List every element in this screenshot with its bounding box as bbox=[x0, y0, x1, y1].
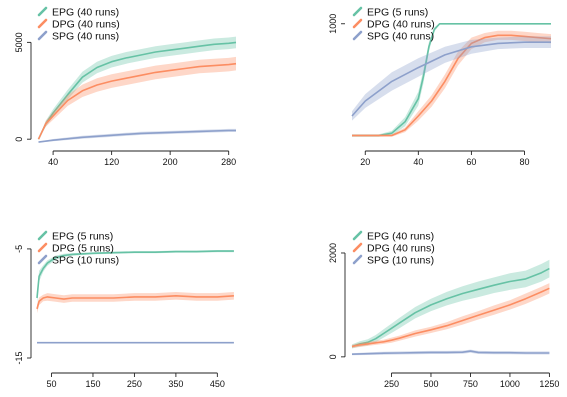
series-2-band bbox=[352, 30, 551, 137]
legend-swatch-1 bbox=[37, 6, 48, 17]
legend: EPG (40 runs)DPG (40 runs)SPG (40 runs) bbox=[37, 6, 120, 43]
legend-swatch-2 bbox=[352, 18, 363, 29]
series-2-line bbox=[36, 295, 234, 310]
series-1-line bbox=[36, 250, 234, 299]
x-tick-label-2: 150 bbox=[85, 379, 100, 389]
legend-label-1: EPG (40 runs) bbox=[367, 231, 434, 243]
series-3-band bbox=[352, 36, 551, 121]
series-1-band bbox=[37, 250, 234, 304]
legend-label-2: DPG (40 runs) bbox=[367, 243, 435, 255]
series-1-line bbox=[352, 22, 551, 137]
y-tick-label-1: -5 bbox=[14, 245, 24, 253]
x-axis: 250 500 750 1000 1250 bbox=[384, 372, 559, 389]
x-tick-label-4: 280 bbox=[221, 157, 236, 167]
y-axis: 0 2000 bbox=[328, 243, 346, 359]
legend-label-3: SPG (10 runs) bbox=[367, 255, 434, 267]
x-tick-label-1: 20 bbox=[360, 157, 370, 167]
series-1 bbox=[351, 259, 550, 349]
legend-label-2: DPG (5 runs) bbox=[52, 243, 114, 255]
legend-swatch-3 bbox=[352, 30, 363, 41]
legend-swatch-1 bbox=[352, 6, 363, 17]
legend-label-3: SPG (40 runs) bbox=[367, 31, 434, 43]
x-tick-label-4: 1000 bbox=[500, 379, 520, 389]
chart-panel-2: EPG (5 runs)DPG (40 runs)SPG (40 runs) 20… bbox=[328, 6, 552, 167]
legend-swatch-3 bbox=[352, 254, 363, 265]
series-2 bbox=[37, 56, 237, 140]
x-tick-label-2: 500 bbox=[423, 379, 438, 389]
series-2-band bbox=[37, 292, 234, 314]
series-1 bbox=[36, 250, 234, 304]
series-3-line bbox=[38, 129, 236, 143]
legend-swatch-1 bbox=[352, 230, 363, 241]
y-tick-label-2: 5000 bbox=[14, 32, 24, 52]
legend-swatch-1 bbox=[37, 230, 48, 241]
x-tick-label-1: 40 bbox=[48, 157, 58, 167]
series-3 bbox=[38, 128, 236, 143]
y-tick-label-2: -15 bbox=[14, 351, 24, 364]
chart-panel-3: EPG (5 runs)DPG (5 runs)SPG (10 runs) 50 1… bbox=[14, 230, 234, 389]
x-axis: 40 120 200 280 bbox=[48, 150, 236, 167]
y-tick-label-1: 1000 bbox=[328, 14, 338, 34]
legend-label-1: EPG (5 runs) bbox=[367, 7, 428, 19]
y-axis: 0 5000 bbox=[14, 32, 32, 142]
legend-swatch-2 bbox=[37, 242, 48, 253]
x-tick-label-2: 40 bbox=[413, 157, 423, 167]
series-2-band bbox=[38, 56, 236, 140]
series-2 bbox=[352, 30, 552, 137]
series-1-line bbox=[37, 41, 237, 140]
legend: EPG (40 runs)DPG (40 runs)SPG (10 runs) bbox=[352, 230, 435, 267]
y-tick-label-1: 0 bbox=[328, 354, 338, 359]
x-tick-label-1: 250 bbox=[384, 379, 399, 389]
legend-label-2: DPG (40 runs) bbox=[52, 19, 120, 31]
series-3-line bbox=[351, 41, 551, 117]
series-2-line bbox=[37, 62, 237, 140]
x-axis: 20 40 60 80 bbox=[360, 150, 529, 167]
series-2-line bbox=[352, 34, 552, 137]
x-tick-label-3: 60 bbox=[466, 157, 476, 167]
series-1 bbox=[352, 22, 551, 137]
x-tick-label-5: 1250 bbox=[539, 379, 559, 389]
legend: EPG (5 runs)DPG (5 runs)SPG (10 runs) bbox=[37, 230, 119, 267]
series-1-band bbox=[38, 36, 236, 140]
y-axis: 1000 bbox=[328, 14, 345, 34]
x-tick-label-3: 750 bbox=[463, 379, 478, 389]
y-axis: -5 -15 bbox=[14, 245, 32, 365]
chart-panel-1: EPG (40 runs)DPG (40 runs)SPG (40 runs) 4… bbox=[14, 6, 237, 168]
x-tick-label-2: 120 bbox=[104, 157, 119, 167]
legend-label-1: EPG (5 runs) bbox=[52, 231, 113, 243]
y-tick-label-2: 2000 bbox=[328, 243, 338, 263]
legend-label-3: SPG (10 runs) bbox=[52, 255, 119, 267]
series-2 bbox=[351, 283, 550, 348]
legend-label-3: SPG (40 runs) bbox=[52, 31, 119, 43]
series-1-line bbox=[351, 267, 550, 348]
series-3 bbox=[37, 341, 234, 344]
x-tick-label-3: 200 bbox=[163, 157, 178, 167]
series-3 bbox=[351, 349, 550, 356]
series-2 bbox=[36, 292, 234, 314]
legend-label-1: EPG (40 runs) bbox=[52, 7, 119, 19]
y-tick-label-1: 0 bbox=[14, 137, 24, 142]
legend-swatch-3 bbox=[37, 254, 48, 265]
legend-label-2: DPG (40 runs) bbox=[367, 19, 435, 31]
chart-panel-4: EPG (40 runs)DPG (40 runs)SPG (10 runs) 2… bbox=[328, 230, 559, 390]
x-tick-label-4: 80 bbox=[519, 157, 529, 167]
legend-swatch-2 bbox=[352, 242, 363, 253]
legend-swatch-2 bbox=[37, 18, 48, 29]
x-tick-label-4: 350 bbox=[168, 379, 183, 389]
series-1-band bbox=[352, 259, 550, 349]
x-axis: 50 150 250 350 450 bbox=[47, 372, 225, 389]
series-2-band bbox=[352, 283, 550, 348]
series-1 bbox=[37, 36, 237, 140]
x-tick-label-5: 450 bbox=[210, 379, 225, 389]
x-tick-label-3: 250 bbox=[127, 379, 142, 389]
series-3 bbox=[351, 36, 551, 121]
legend: EPG (5 runs)DPG (40 runs)SPG (40 runs) bbox=[352, 6, 435, 43]
series-2-line bbox=[351, 287, 550, 348]
series-3-line bbox=[351, 350, 550, 355]
legend-swatch-3 bbox=[37, 30, 48, 41]
x-tick-label-1: 50 bbox=[47, 379, 57, 389]
